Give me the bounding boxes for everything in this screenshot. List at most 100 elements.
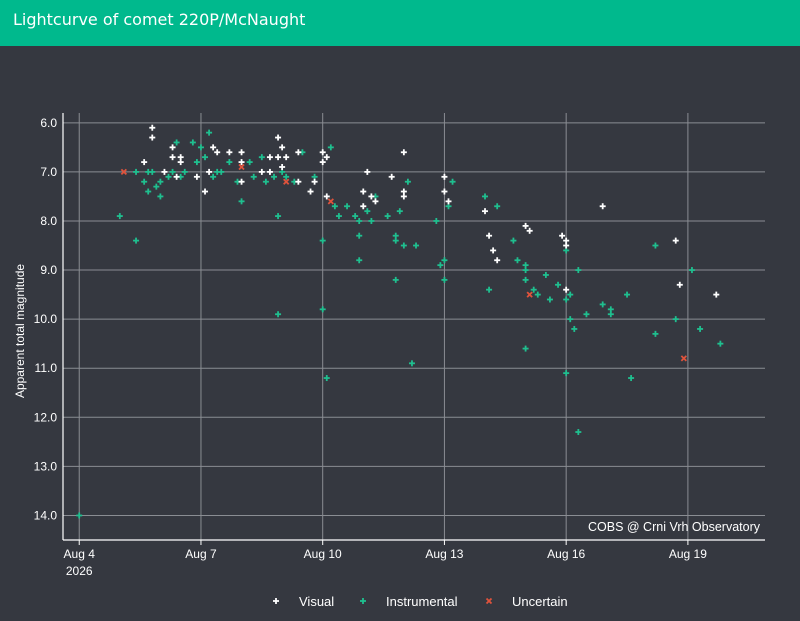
uncertain-point [680, 355, 687, 362]
instrumental-point [494, 203, 501, 210]
uncertain-point [283, 178, 290, 185]
x-tick-label: Aug 7 [185, 547, 217, 561]
legend-visual-label: Visual [299, 594, 334, 609]
visual-point [559, 232, 566, 239]
instrumental-point [193, 159, 200, 166]
instrumental-point [392, 237, 399, 244]
instrumental-point [258, 154, 265, 161]
visual-point [173, 173, 180, 180]
visual-point [526, 227, 533, 234]
visual-point [169, 154, 176, 161]
visual-point [486, 232, 493, 239]
credit-annotation: COBS @ Crni Vrh Observatory [588, 520, 761, 534]
instrumental-point [522, 267, 529, 274]
visual-point [445, 198, 452, 205]
instrumental-point [449, 178, 456, 185]
visual-point [149, 124, 156, 131]
visual-point [319, 159, 326, 166]
instrumental-point [364, 208, 371, 215]
instrumental-point [437, 262, 444, 269]
y-tick-label: 7.0 [40, 165, 57, 179]
chart-title: Lightcurve of comet 220P/McNaught [13, 10, 306, 29]
visual-point [323, 154, 330, 161]
visual-point [494, 257, 501, 264]
y-tick-label: 6.0 [40, 116, 57, 130]
visual-point [400, 149, 407, 156]
axes [62, 113, 765, 545]
visual-point [713, 291, 720, 298]
instrumental-point [271, 173, 278, 180]
grid-lines [63, 113, 765, 540]
instrumental-point [567, 316, 574, 323]
visual-point [206, 168, 213, 175]
instrumental-point [404, 178, 411, 185]
instrumental-point [652, 242, 659, 249]
visual-point [238, 149, 245, 156]
instrumental-point [157, 178, 164, 185]
instrumental-point [226, 159, 233, 166]
instrumental-point [206, 129, 213, 136]
instrumental-point [607, 311, 614, 318]
instrumental-point [575, 267, 582, 274]
instrumental-point [181, 168, 188, 175]
visual-point [295, 149, 302, 156]
instrumental-point [238, 198, 245, 205]
legend: Visual Instrumental Uncertain [273, 594, 568, 609]
visual-point [141, 159, 148, 166]
visual-point [279, 163, 286, 170]
instrumental-point [250, 173, 257, 180]
visual-point [149, 134, 156, 141]
visual-point [522, 222, 529, 229]
instrumental-point [335, 213, 342, 220]
visual-point [563, 242, 570, 249]
x-tick-label: Aug 16 [547, 547, 585, 561]
visual-point [283, 154, 290, 161]
instrumental-point [514, 257, 521, 264]
instrumental-point [441, 257, 448, 264]
y-axis-label: Apparent total magnitude [13, 264, 27, 398]
legend-instrumental-marker [360, 598, 366, 604]
y-tick-label: 12.0 [34, 410, 58, 424]
instrumental-point [275, 311, 282, 318]
instrumental-point [283, 173, 290, 180]
instrumental-point [571, 325, 578, 332]
uncertain-point [238, 163, 245, 171]
instrumental-point [145, 188, 152, 195]
visual-point [266, 168, 273, 175]
instrumental-point [356, 217, 363, 224]
y-tick-label: 14.0 [34, 508, 58, 522]
visual-point [372, 198, 379, 205]
instrumental-point [331, 203, 338, 210]
instrumental-point [356, 232, 363, 239]
visual-point [441, 173, 448, 180]
instrumental-point [169, 168, 176, 175]
y-tick-label: 13.0 [34, 459, 58, 473]
visual-point [177, 159, 184, 166]
instrumental-point [149, 168, 156, 175]
visual-point [238, 178, 245, 185]
visual-point [672, 237, 679, 244]
instrumental-point [697, 325, 704, 332]
instrumental-point [173, 139, 180, 146]
instrumental-point [327, 144, 334, 151]
instrumental-point [153, 183, 160, 190]
visual-point [400, 193, 407, 200]
instrumental-point [319, 237, 326, 244]
x-tick-label: Aug 4 [64, 547, 96, 561]
visual-point [238, 159, 245, 166]
visual-point [307, 188, 314, 195]
instrumental-point [408, 360, 415, 367]
uncertain-point [327, 198, 334, 205]
instrumental-point [197, 144, 204, 151]
y-tick-label: 11.0 [35, 361, 58, 375]
instrumental-point [413, 242, 420, 249]
instrumental-point [522, 345, 529, 352]
visual-point [441, 188, 448, 195]
instrumental-point [262, 178, 269, 185]
instrumental-point [396, 208, 403, 215]
data-points [76, 124, 724, 519]
instrumental-point [530, 286, 537, 293]
visual-point [319, 149, 326, 156]
visual-point [258, 168, 265, 175]
